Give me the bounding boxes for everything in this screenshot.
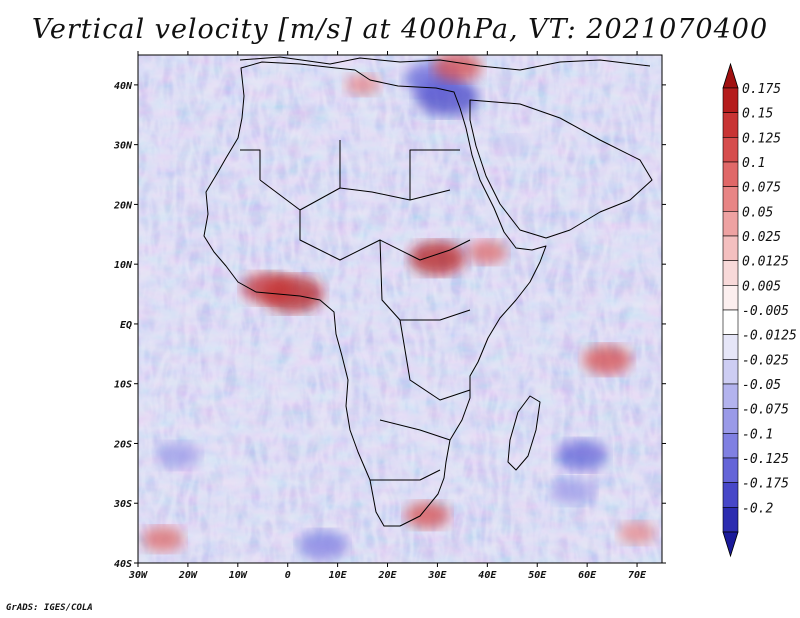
map-title: Vertical velocity [m/s] at 400hPa, VT: 2… bbox=[31, 14, 769, 45]
colorbar-segment bbox=[722, 457, 739, 483]
velocity-hotspot bbox=[432, 55, 482, 82]
colorbar-segment bbox=[722, 507, 739, 533]
colorbar-segment bbox=[722, 309, 739, 335]
velocity-hotspot bbox=[556, 440, 608, 471]
velocity-hotspot bbox=[550, 478, 595, 505]
colorbar-label: -0.0125 bbox=[742, 329, 797, 344]
colorbar-segment bbox=[722, 161, 739, 187]
border-sahara bbox=[240, 140, 471, 481]
lat-tick-label: 40S bbox=[114, 559, 132, 570]
colorbar-label: -0.05 bbox=[742, 378, 781, 393]
lon-tick-label: 30W bbox=[128, 570, 148, 581]
colorbar-label: -0.2 bbox=[742, 501, 773, 516]
coastlines bbox=[203, 56, 653, 527]
colorbar-segment bbox=[722, 211, 739, 237]
colorbar-bottom-arrow bbox=[722, 531, 739, 558]
colorbar-top-arrow bbox=[722, 62, 739, 89]
colorbar-label: 0.075 bbox=[742, 181, 781, 196]
madagascar-coastline bbox=[507, 395, 541, 471]
lat-tick-label: 20S bbox=[113, 439, 132, 450]
lon-tick-label: 70E bbox=[628, 570, 647, 581]
colorbar-label: -0.175 bbox=[742, 477, 789, 492]
colorbar-segment bbox=[722, 235, 739, 261]
lon-tick-label: 20W bbox=[178, 570, 198, 581]
lat-tick-label: 30S bbox=[113, 499, 132, 510]
colorbar-segment bbox=[722, 137, 739, 163]
velocity-hotspot bbox=[582, 345, 632, 375]
colorbar-label: -0.005 bbox=[742, 304, 789, 319]
colorbar-segment bbox=[722, 383, 739, 409]
africa-coastline bbox=[203, 61, 547, 527]
velocity-hotspot bbox=[142, 526, 184, 552]
colorbar-label: -0.125 bbox=[742, 452, 789, 467]
colorbar-segment bbox=[722, 87, 739, 113]
colorbar-label: 0.175 bbox=[742, 82, 781, 97]
velocity-hotspot bbox=[298, 530, 348, 560]
velocity-field bbox=[138, 55, 662, 563]
lon-tick-label: 40E bbox=[478, 570, 497, 581]
colorbar-segment bbox=[722, 433, 739, 459]
lon-tick-label: 30E bbox=[427, 570, 447, 581]
colorbar-segment bbox=[722, 260, 739, 286]
lat-tick-label: 10N bbox=[114, 260, 133, 271]
lat-tick-label: 30N bbox=[113, 141, 133, 152]
colorbar-label: 0.125 bbox=[742, 131, 781, 146]
velocity-hotspot bbox=[496, 135, 529, 155]
lon-tick-label: 0 bbox=[285, 570, 291, 581]
lat-tick-label: 20N bbox=[113, 200, 133, 211]
colorbar-segment bbox=[722, 482, 739, 508]
colorbar: 0.175 0.15 0.125 0.1 0.075 0.05 0.025 0.0125 0.0… bbox=[722, 62, 797, 558]
lon-tick-label: 10E bbox=[329, 570, 348, 581]
colorbar-label: -0.1 bbox=[742, 427, 773, 442]
credit-label: GrADS: IGES/COLA bbox=[6, 603, 93, 613]
lat-tick-label: 40N bbox=[114, 81, 133, 92]
lon-tick-label: 10W bbox=[229, 570, 248, 581]
colorbar-segment bbox=[722, 334, 739, 360]
lat-tick-label: EQ bbox=[120, 320, 132, 331]
plot-border bbox=[137, 54, 663, 564]
lat-tick-label: 10S bbox=[114, 380, 132, 391]
lon-tick-label: 50E bbox=[528, 570, 547, 581]
colorbar-segment bbox=[722, 285, 739, 311]
velocity-hotspot bbox=[242, 272, 294, 304]
lon-tick-label: 20E bbox=[377, 570, 397, 581]
colorbar-segment bbox=[722, 186, 739, 212]
colorbar-label: 0.15 bbox=[742, 107, 773, 122]
velocity-hotspot bbox=[345, 74, 380, 96]
colorbar-segment bbox=[722, 359, 739, 385]
colorbar-label: 0.05 bbox=[742, 205, 773, 220]
colorbar-label: 0.1 bbox=[742, 156, 765, 171]
europe-coastline bbox=[239, 56, 651, 71]
colorbar-label: 0.005 bbox=[742, 279, 781, 294]
colorbar-segment bbox=[722, 408, 739, 434]
velocity-hotspot bbox=[405, 501, 450, 529]
velocity-hotspot bbox=[467, 240, 507, 264]
colorbar-label: -0.075 bbox=[742, 403, 789, 418]
velocity-hotspot bbox=[155, 442, 200, 469]
colorbar-label: 0.0125 bbox=[742, 255, 789, 270]
colorbar-label: -0.025 bbox=[742, 353, 789, 368]
velocity-hotspot bbox=[618, 522, 656, 545]
colorbar-segment bbox=[722, 112, 739, 138]
arabia-coastline bbox=[469, 99, 653, 239]
colorbar-label: 0.025 bbox=[742, 230, 781, 245]
lon-tick-label: 60E bbox=[578, 570, 597, 581]
